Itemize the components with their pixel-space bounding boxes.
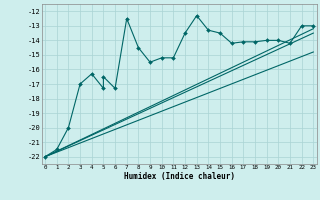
X-axis label: Humidex (Indice chaleur): Humidex (Indice chaleur) [124, 172, 235, 181]
